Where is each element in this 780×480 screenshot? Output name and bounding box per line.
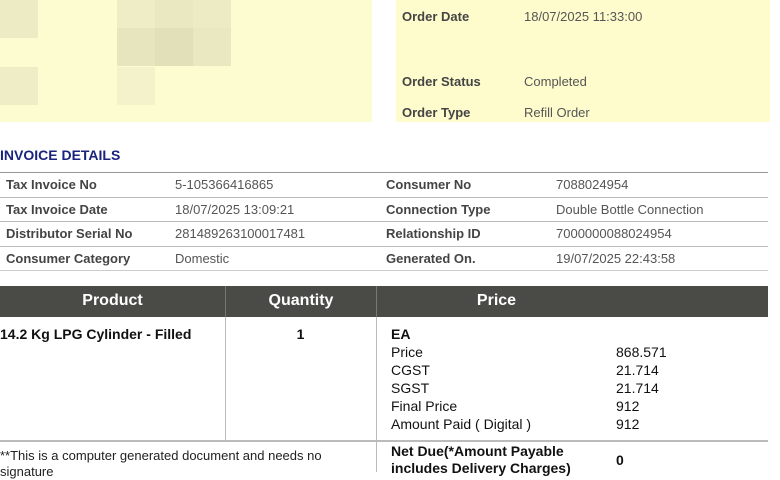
value: 18/07/2025 13:09:21 — [175, 201, 295, 217]
product-quantity: 1 — [296, 326, 305, 342]
table-row: Tax Invoice Date 18/07/2025 13:09:21 Conne… — [0, 198, 768, 222]
label: Consumer No — [386, 177, 472, 192]
signature-note: **This is a computer generated document … — [0, 448, 322, 479]
order-summary: Order Date 18/07/2025 11:33:00 Order Sta… — [396, 0, 770, 122]
value: Double Bottle Connection — [556, 201, 704, 217]
value: 7000000088024954 — [556, 226, 672, 241]
net-due-value: 0 — [616, 452, 624, 468]
table-row: Tax Invoice No 5-105366416865 Consumer No 7… — [0, 173, 768, 198]
product-name: 14.2 Kg LPG Cylinder - Filled — [0, 326, 192, 342]
label: Distributor Serial No — [6, 226, 133, 241]
unit: EA — [391, 326, 411, 342]
price-breakdown: Price CGST SGST Final Price Amount Paid … — [391, 343, 531, 433]
amount-paid-label: Amount Paid ( Digital ) — [391, 416, 532, 432]
price-label: Price — [391, 344, 423, 360]
label: Tax Invoice Date — [6, 201, 108, 217]
table-row: Consumer Category Domestic Generated On. 19… — [0, 247, 768, 271]
order-status-value: Completed — [524, 74, 587, 89]
label: Generated On. — [386, 250, 476, 266]
value: 19/07/2025 22:43:58 — [556, 250, 676, 266]
header-price: Price — [376, 286, 616, 317]
price-value: 868.571 — [616, 344, 667, 360]
table-row: Distributor Serial No 281489263100017481 R… — [0, 222, 768, 247]
cgst-value: 21.714 — [616, 362, 659, 378]
label: Tax Invoice No — [6, 177, 97, 192]
price-values: 868.571 21.714 21.714 912 912 — [616, 343, 667, 433]
order-date-label: Order Date — [402, 9, 470, 24]
value: 5-105366416865 — [175, 177, 274, 192]
order-type-value: Refill Order — [524, 105, 590, 120]
product-table-header: Product Quantity Price — [0, 286, 768, 317]
label: Connection Type — [386, 201, 491, 217]
sgst-label: SGST — [391, 380, 430, 396]
value: 7088024954 — [556, 177, 629, 192]
order-status-label: Order Status — [402, 74, 481, 89]
label: Consumer Category — [6, 250, 131, 266]
order-type-label: Order Type — [402, 105, 471, 120]
label: Relationship ID — [386, 226, 481, 241]
cgst-label: CGST — [391, 362, 430, 378]
value: 281489263100017481 — [175, 226, 306, 241]
final-price-value: 912 — [616, 398, 640, 414]
net-due-label: Net Due(*Amount Payable includes Deliver… — [391, 443, 571, 476]
invoice-details-title: INVOICE DETAILS — [0, 147, 121, 163]
final-price-label: Final Price — [391, 398, 458, 414]
value: Domestic — [175, 250, 230, 266]
header-quantity: Quantity — [225, 286, 376, 317]
header-product: Product — [82, 292, 143, 309]
invoice-details-table: Tax Invoice No 5-105366416865 Consumer No 7… — [0, 172, 768, 271]
amount-paid-value: 912 — [616, 416, 640, 432]
redacted-area — [0, 0, 372, 122]
order-date-value: 18/07/2025 11:33:00 — [524, 9, 643, 24]
sgst-value: 21.714 — [616, 380, 659, 396]
product-row: 14.2 Kg LPG Cylinder - Filled 1 EA Price… — [0, 317, 768, 442]
